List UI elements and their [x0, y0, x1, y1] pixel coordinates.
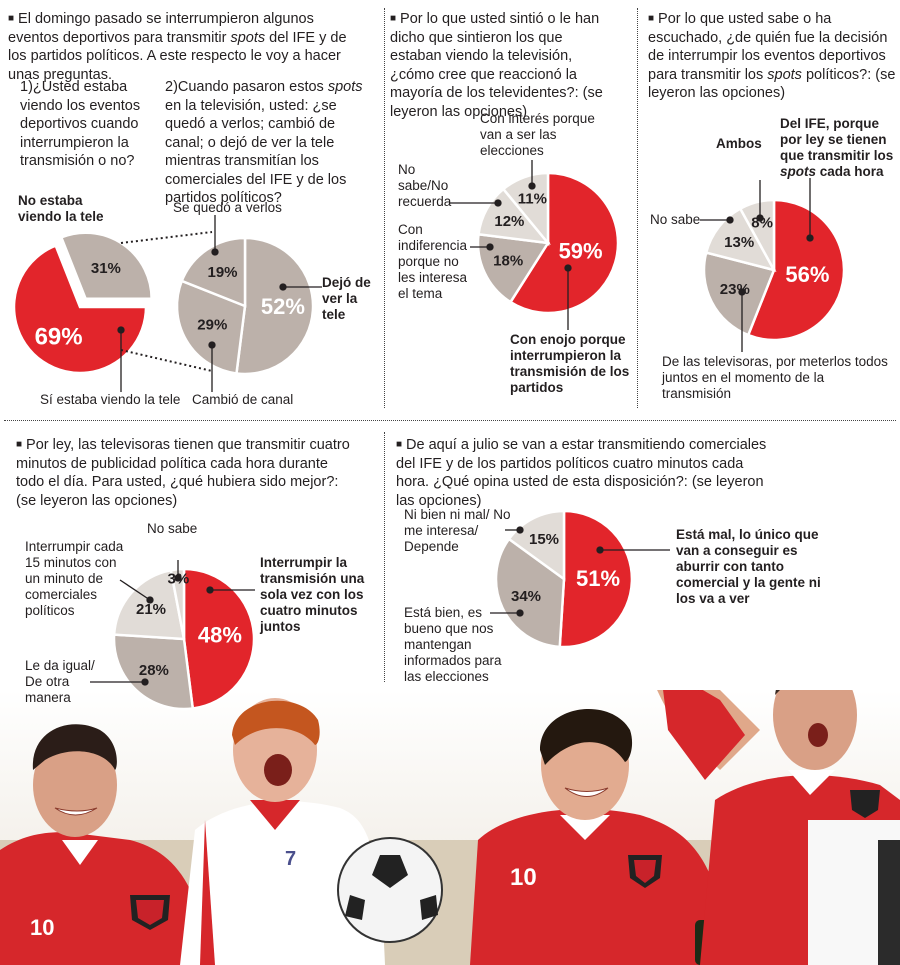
pie-slice: [558, 509, 634, 649]
bullet-square-icon: ■: [396, 439, 403, 450]
slice-value-label: 15%: [529, 531, 559, 548]
slice-value-label: 29%: [197, 316, 227, 333]
pie-slice: [112, 568, 186, 641]
slice-value-label: 13%: [724, 234, 754, 251]
bullet-square-icon: ■: [8, 13, 15, 24]
charts-layer: 69%31% 52%29%19% 59%18%12%11% 56%23%13%8…: [12, 160, 846, 711]
label-televisoras: De las televisoras, por meterlos todos j…: [662, 354, 888, 401]
bullet-square-icon: ■: [390, 13, 397, 24]
label-cambio-canal: Cambió de canal: [192, 392, 294, 407]
pie-chart-opinion: 51% 34% 15%: [494, 509, 634, 649]
pie-slice: [476, 232, 551, 304]
question-2: 2)Cuando pasaron estos spots en la telev…: [165, 79, 363, 206]
bullet-square-icon: ■: [16, 439, 23, 450]
pie-slice: [180, 236, 247, 308]
label-indiferencia: Con indiferencia porque no les interesa …: [398, 222, 468, 301]
label-se-quedo: Se quedó a verlos: [173, 200, 282, 215]
slice-value-label: 52%: [261, 294, 305, 319]
pie-slice: [235, 236, 315, 376]
slice-value-label: 12%: [494, 213, 524, 230]
pie-slice: [182, 567, 256, 710]
slice-value-label: 23%: [720, 281, 750, 298]
bullet-square-icon: ■: [648, 13, 655, 24]
question-1: 1)¿Usted estaba viendo los eventos depor…: [20, 79, 141, 169]
pie-slice: [501, 171, 550, 247]
slice-value-label: 51%: [576, 566, 620, 591]
slice-value-label: 11%: [518, 191, 547, 208]
intro-text: ■ El domingo pasado se interrumpieron alg…: [8, 11, 347, 83]
label-ambos: Ambos: [716, 136, 762, 151]
pie-slice: [738, 198, 776, 271]
jersey-number: 10: [510, 864, 537, 891]
pie-slice: [508, 171, 620, 315]
row-divider: [4, 420, 896, 421]
question-6: ■ De aquí a julio se van a estar transmit…: [396, 437, 767, 509]
slice-value-label: 31%: [91, 260, 121, 277]
slice-value-label: 18%: [493, 253, 523, 270]
pie-slice: [112, 633, 195, 711]
label-da-igual: Le da igual/ De otra manera: [25, 658, 95, 705]
label-esta-bien: Está bien, es bueno que nos mantengan in…: [404, 605, 502, 684]
label-con-enojo: Con enojo porque interrumpieron la trans…: [510, 332, 630, 395]
question-4: ■ Por lo que usted sabe o ha escuchado, ¿…: [648, 11, 896, 101]
pie-chart-watching: 69% 31%: [12, 231, 153, 375]
label-dejo-ver: Dejó de ver la tele: [322, 275, 371, 322]
label-si-viendo: Sí estaba viendo la tele: [40, 392, 181, 407]
label-no-sabe-recuerda: No sabe/No recuerda: [398, 162, 452, 209]
pie-slice: [12, 244, 148, 375]
pie-slice: [175, 279, 247, 375]
connector-line: [120, 231, 213, 244]
slice-value-label: 21%: [136, 601, 166, 618]
slice-value-label: 48%: [198, 623, 242, 648]
slice-value-label: 28%: [139, 662, 169, 679]
label-no-viendo: No estaba viendo la tele: [18, 193, 104, 224]
label-no-sabe: No sabe: [147, 521, 198, 536]
pie-chart-reaction: 52% 29% 19%: [175, 236, 315, 376]
slice-value-label: 34%: [511, 588, 541, 605]
column-divider: [637, 8, 638, 408]
pie-chart-viewers: 59% 18% 12% 11%: [476, 171, 620, 315]
pie-slice: [59, 231, 153, 300]
label-cada-15: Interrumpir cada 15 minutos con un minut…: [25, 539, 124, 618]
label-con-interes: Con interés porque van a ser las eleccio…: [480, 111, 595, 158]
column-divider: [384, 8, 385, 408]
label-esta-mal: Está mal, lo único que van a conseguir e…: [676, 527, 821, 606]
label-del-ife: Del IFE, porque por ley se tienen que tr…: [780, 116, 894, 179]
leader-lines: [90, 160, 814, 686]
fans-photo: 10 7 10: [0, 690, 900, 965]
slice-value-label: 69%: [35, 324, 83, 351]
jersey-number: 10: [30, 915, 54, 940]
slice-value-label: 59%: [559, 238, 603, 263]
fans-illustration: 10 7 10: [0, 690, 900, 965]
slice-value-label: 19%: [207, 264, 237, 281]
pie-slice: [746, 198, 846, 342]
pie-slice: [494, 537, 566, 649]
column-divider: [384, 432, 385, 682]
label-no-sabe: No sabe: [650, 212, 701, 227]
pie-chart-decision: 56%23%13%8%: [702, 198, 846, 342]
question-3: ■ Por lo que usted sintió o le han dicho …: [390, 11, 603, 120]
slice-value-label: 56%: [785, 262, 829, 287]
label-una-sola-vez: Interrumpir la transmisión una sola vez …: [260, 555, 365, 634]
jersey-number: 7: [285, 848, 296, 870]
label-ni-bien-ni-mal: Ni bien ni mal/ No me interesa/ Depende: [404, 507, 511, 554]
pie-chart-better: 48%28%21%3%: [112, 567, 256, 711]
connector-line: [120, 349, 213, 372]
question-5: ■ Por ley, las televisoras tienen que tra…: [16, 437, 350, 509]
